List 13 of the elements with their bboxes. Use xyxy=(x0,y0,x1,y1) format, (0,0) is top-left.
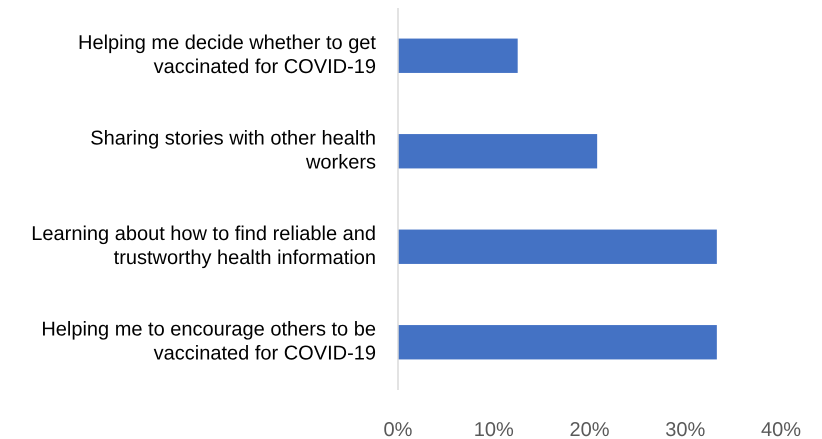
bar xyxy=(398,134,598,168)
y-tick-label: Helping me to encourage others to be vaccinated for COVID-19 xyxy=(41,318,376,365)
y-tick-label: Helping me decide whether to get vaccinated for COVID-19 xyxy=(78,32,376,78)
x-tick-label: 0% xyxy=(384,419,413,439)
y-tick-label: Learning about how to find reliable and trustworthy health information xyxy=(31,223,376,270)
x-tick-label: 20% xyxy=(569,419,610,439)
y-tick-label: Sharing stories with other health workers xyxy=(90,128,376,174)
bar xyxy=(398,230,717,264)
bar xyxy=(398,325,717,360)
x-tick-label: 40% xyxy=(760,419,802,439)
bar xyxy=(398,38,518,73)
x-tick-label: 30% xyxy=(665,419,706,439)
x-tick-label: 10% xyxy=(474,419,514,439)
